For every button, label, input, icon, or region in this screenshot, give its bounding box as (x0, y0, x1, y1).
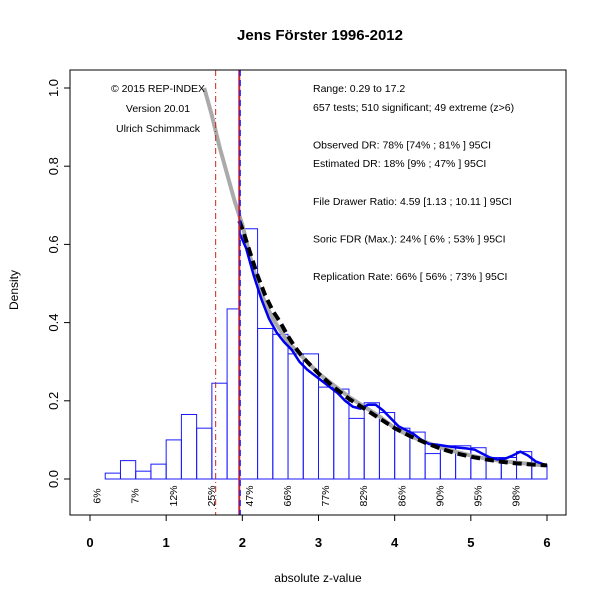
histogram-bar (119, 460, 137, 480)
annotation-right: 657 tests; 510 significant; 49 extreme (… (313, 102, 514, 114)
annotation-left: © 2015 REP-INDEX (111, 83, 205, 95)
observed-density-curve (238, 232, 548, 467)
x-tick-label: 1 (163, 535, 170, 550)
histogram-bar (104, 472, 121, 480)
x-axis-label: absolute z-value (274, 571, 362, 585)
percent-label: 90% (434, 485, 446, 506)
annotation-left: Version 20.01 (126, 103, 190, 115)
histogram-bar (135, 470, 152, 480)
percent-label: 66% (282, 485, 294, 506)
percent-label: 47% (244, 485, 256, 506)
x-tick-label: 3 (315, 535, 322, 550)
histogram-bar (165, 439, 182, 480)
y-axis-label: Density (7, 270, 21, 310)
percent-label: 98% (511, 485, 523, 506)
annotation-right: Replication Rate: 66% [ 56% ; 73% ] 95CI (313, 271, 507, 283)
percent-label: 12% (168, 485, 180, 506)
estimated-curve (237, 220, 548, 468)
percent-label: 6% (92, 488, 104, 503)
histogram-bar (348, 417, 365, 480)
histogram-bar (287, 353, 304, 480)
x-tick-label: 5 (467, 535, 474, 550)
x-axis: 0 1 2 3 4 5 6 (86, 515, 551, 550)
x-tick-label: 6 (543, 535, 550, 550)
y-tick-label: 0.8 (46, 157, 61, 175)
x-tick-label: 2 (239, 535, 246, 550)
annotation-right: Soric FDR (Max.): 24% [ 6% ; 53% ] 95CI (313, 233, 506, 245)
percent-label: 95% (473, 485, 485, 506)
histogram-bar (257, 327, 274, 480)
percent-label: 82% (358, 485, 370, 506)
percent-label: 7% (130, 488, 142, 503)
annotations: © 2015 REP-INDEX Version 20.01 Ulrich Schi… (111, 83, 514, 283)
y-tick-label: 0.0 (46, 470, 61, 488)
histogram-bar (211, 382, 228, 480)
histogram-bar (150, 463, 167, 480)
annotation-right: Estimated DR: 18% [9% ; 47% ] 95CI (313, 158, 486, 170)
annotation-right: File Drawer Ratio: 4.59 [1.13 ; 10.11 ] … (313, 196, 512, 208)
percent-label: 25% (206, 485, 218, 506)
histogram-bar (180, 413, 198, 480)
y-tick-label: 0.2 (46, 392, 61, 410)
y-tick-label: 0.4 (46, 314, 61, 332)
y-tick-label: 0.6 (46, 235, 61, 253)
x-tick-label: 4 (391, 535, 399, 550)
annotation-right: Range: 0.29 to 17.2 (313, 83, 405, 95)
histogram-bar (318, 386, 335, 480)
y-axis: 0.0 0.2 0.4 0.6 0.8 1.0 (46, 79, 70, 488)
annotation-right: Observed DR: 78% [74% ; 81% ] 95CI (313, 139, 491, 151)
histogram-bar (196, 427, 213, 480)
percent-label: 77% (320, 485, 332, 506)
chart-title: Jens Förster 1996-2012 (237, 27, 403, 44)
annotation-left: Ulrich Schimmack (116, 123, 201, 135)
plot-area: 6% 7% 12% 25% 47% 66% 77% 82% 86% 90% 95% 98% (92, 70, 548, 515)
histogram-bar (226, 308, 240, 480)
histogram-bar (424, 453, 441, 480)
histogram-bar (272, 333, 289, 480)
x-tick-label: 0 (86, 535, 93, 550)
y-tick-label: 1.0 (46, 79, 61, 97)
percent-label: 86% (396, 485, 408, 506)
